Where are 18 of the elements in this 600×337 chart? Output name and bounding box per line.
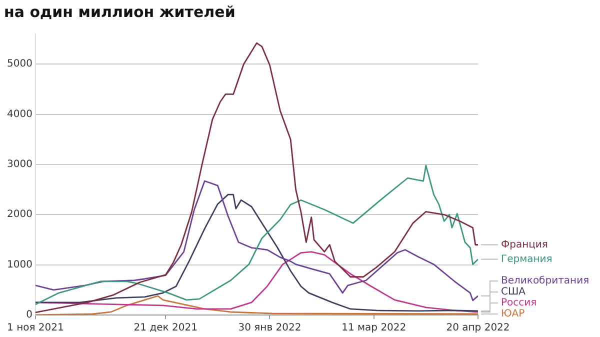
x-tick-label: 21 дек 2021 [134,322,198,334]
text: США [501,286,526,298]
text: Россия [501,298,537,309]
x-tick-label: 20 апр 2022 [446,322,510,334]
text: Великобритания [501,276,590,287]
y-tick-label: 4000 [6,108,32,120]
text: Германия [501,254,552,265]
text: Франция [501,239,548,250]
x-tick-label: 1 ноя 2021 [7,322,64,334]
x-tick-label: 30 янв 2022 [238,322,302,334]
x-tick-label: 11 мар 2022 [342,322,406,334]
y-tick-label: 3000 [6,159,32,170]
y-tick-label: 5000 [6,58,32,70]
y-tick-label: 0 [26,310,32,321]
text: ЮАР [501,308,525,320]
y-tick-label: 1000 [6,259,32,270]
chart-title: на один миллион жителей [4,2,236,21]
y-tick-label: 2000 [6,209,32,220]
